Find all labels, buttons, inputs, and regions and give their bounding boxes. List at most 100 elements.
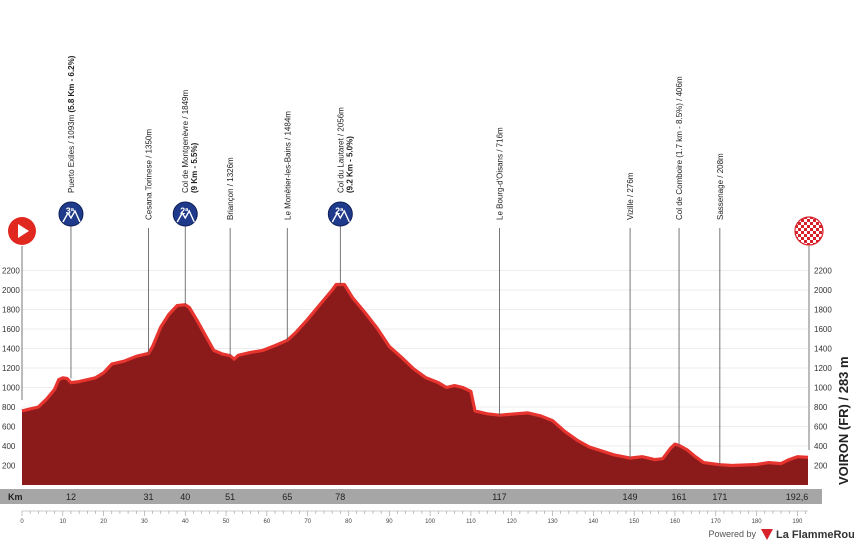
climb-category-text: 3ª — [66, 206, 75, 216]
x-tick-label: 30 — [141, 519, 148, 525]
y-tick-label-right: 2000 — [814, 286, 832, 295]
climb-badge-circle — [172, 201, 198, 227]
mountain-icon — [176, 209, 195, 223]
climb-category-text: 2ª — [180, 206, 189, 216]
y-tick-label-right: 1600 — [814, 325, 832, 334]
climb-badge-circle — [327, 201, 353, 227]
km-band-value: 161 — [672, 492, 687, 502]
km-band-value: 117 — [492, 492, 506, 502]
y-tick-label-left: 1400 — [2, 345, 20, 354]
x-tick-label: 170 — [711, 519, 722, 525]
profile-edge — [21, 282, 809, 468]
km-band-value: 149 — [623, 492, 638, 502]
x-tick-label: 130 — [548, 519, 559, 525]
x-tick-label: 150 — [629, 519, 640, 525]
waypoints: Puerto Exiles / 1093m (5.8 Km - 6.2%) 3ª C… — [58, 55, 725, 465]
y-tick-label-left: 600 — [2, 423, 16, 432]
y-tick-label-right: 1200 — [814, 364, 832, 373]
brand-name: La FlammeRouge — [776, 529, 854, 541]
climb-category-badge: 2ª — [327, 201, 353, 227]
y-axis-right: 200 400 600 800 1000 1200 1400 1600 1800 2000 2200 — [814, 267, 832, 471]
climb-category-text: 2ª — [335, 206, 344, 216]
x-tick-label: 90 — [386, 519, 393, 525]
km-band-bar — [0, 489, 822, 504]
waypoint-detail: (5.8 Km - 6.2%) — [67, 55, 76, 114]
km-band: Km 12 31 40 51 65 78 117 149 161 171 192,6 — [0, 489, 822, 504]
climb-badge-circle — [58, 201, 84, 227]
climb-category-badge: 2ª — [172, 201, 198, 227]
y-tick-label-left: 2200 — [2, 267, 20, 276]
waypoint: Cesana Torinese / 1350m — [145, 129, 154, 354]
waypoint: Sassenage / 208m — [716, 153, 725, 465]
waypoint: Vizille / 276m — [626, 172, 635, 459]
profile-area — [21, 282, 809, 485]
km-unit-label: Km — [8, 492, 23, 502]
x-tick-label: 20 — [100, 519, 107, 525]
waypoint: Puerto Exiles / 1093m (5.8 Km - 6.2%) 3ª — [58, 55, 84, 379]
x-tick-label: 110 — [466, 519, 476, 525]
x-tick-label: 50 — [223, 519, 230, 525]
waypoint-detail: (9.2 Km - 5.0%) — [345, 136, 354, 193]
x-tick-label: 100 — [425, 519, 436, 525]
y-tick-label-left: 1800 — [2, 306, 20, 315]
y-tick-label-right: 800 — [814, 403, 828, 412]
y-tick-label-right: 2200 — [814, 267, 832, 276]
x-axis: 0 10 20 30 40 50 60 70 80 90 100 110 120 130 140 150 160… — [20, 510, 808, 525]
y-tick-label-right: 1400 — [814, 345, 832, 354]
km-band-value: 171 — [712, 492, 727, 502]
y-tick-label-right: 600 — [814, 423, 828, 432]
x-tick-label: 70 — [304, 519, 311, 525]
x-tick-label: 160 — [670, 519, 681, 525]
x-tick-label: 60 — [264, 519, 271, 525]
km-band-value: 31 — [144, 492, 154, 502]
km-band-value: 65 — [282, 492, 292, 502]
waypoint: Le Monêtier-les-Bains / 1484m — [283, 111, 292, 341]
km-band-value: 51 — [225, 492, 235, 502]
km-band-value: 12 — [66, 492, 76, 502]
x-tick-label: 0 — [20, 519, 24, 525]
waypoint-label: Briançon / 1326m — [226, 157, 235, 220]
finish-label: VOIRON (FR) / 283 m — [836, 356, 851, 485]
x-tick-label: 80 — [345, 519, 352, 525]
km-band-value: 78 — [335, 492, 345, 502]
x-tick-label: 10 — [59, 519, 66, 525]
waypoint-label: Le Monêtier-les-Bains / 1484m — [283, 111, 292, 220]
mountain-icon — [331, 209, 350, 223]
mountain-icon — [62, 209, 81, 223]
climb-category-badge: 3ª — [58, 201, 84, 227]
profile-fill — [22, 284, 808, 485]
waypoint-label: Col de Comboire (1.7 km - 8.5%) / 406m — [675, 76, 684, 220]
waypoint-label: Col du Lautaret / 2056m — [336, 107, 345, 193]
waypoint-label: Cesana Torinese / 1350m — [145, 129, 154, 220]
waypoint-label: Vizille / 276m — [626, 172, 635, 220]
footer: Powered by La FlammeRouge — [708, 529, 854, 541]
x-tick-label: 190 — [792, 519, 803, 525]
waypoint-label: Le Bourg-d'Oisans / 716m — [495, 127, 504, 220]
waypoint-detail: (9 Km - 5.5%) — [190, 142, 199, 193]
y-axis-left: 200 400 600 800 1000 1200 1400 1600 1800 2000 2200 — [2, 267, 20, 471]
waypoint: Col du Lautaret / 2056m (9.2 Km - 5.0%) 2ª — [327, 107, 354, 285]
finish-marker-ring — [794, 216, 824, 246]
start-play-icon — [18, 224, 29, 238]
y-tick-label-left: 1200 — [2, 364, 20, 373]
x-tick-label: 40 — [182, 519, 189, 525]
y-tick-label-right: 1000 — [814, 384, 832, 393]
x-tick-label: 180 — [752, 519, 763, 525]
y-tick-label-right: 400 — [814, 442, 828, 451]
y-tick-label-right: 200 — [814, 462, 828, 471]
waypoint-label: Sassenage / 208m — [716, 153, 725, 220]
finish-flag-icon — [795, 217, 823, 245]
y-tick-label-left: 200 — [2, 462, 16, 471]
y-tick-label-right: 1800 — [814, 306, 832, 315]
x-tick-label: 140 — [588, 519, 599, 525]
km-total-value: 192,6 — [786, 492, 809, 502]
waypoint: Le Bourg-d'Oisans / 716m — [495, 127, 504, 416]
km-band-value: 40 — [180, 492, 190, 502]
waypoint: Briançon / 1326m — [226, 157, 235, 356]
y-tick-label-left: 400 — [2, 442, 16, 451]
y-tick-label-left: 2000 — [2, 286, 20, 295]
waypoint-label: Col de Montgenèvre / 1849m — [181, 89, 190, 193]
y-tick-label-left: 800 — [2, 403, 16, 412]
